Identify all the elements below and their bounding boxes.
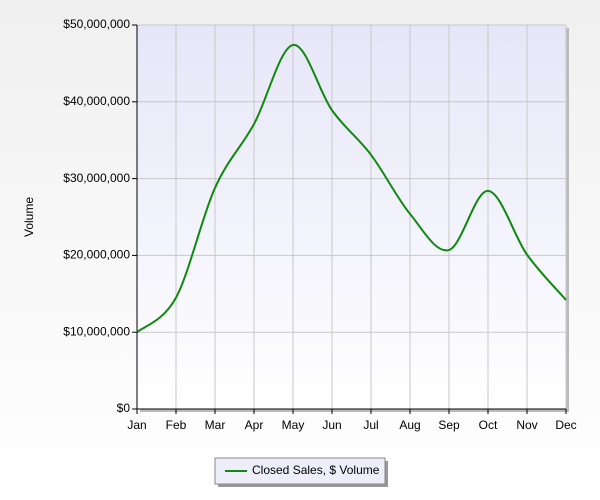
x-tick-label: Feb — [166, 418, 187, 432]
y-tick-label: $20,000,000 — [63, 248, 130, 262]
y-tick-label: $40,000,000 — [63, 94, 130, 108]
x-tick-label: Sep — [438, 418, 460, 432]
x-tick-label: Dec — [555, 418, 576, 432]
y-tick-label: $30,000,000 — [63, 171, 130, 185]
legend-box — [214, 457, 386, 485]
y-axis-label: Volume — [22, 197, 36, 237]
x-tick-label: Mar — [205, 418, 226, 432]
line-series — [136, 43, 567, 333]
x-tick-label: May — [282, 418, 305, 432]
legend-label: Closed Sales, $ Volume — [252, 463, 380, 477]
x-tick-label: Jan — [127, 418, 146, 432]
legend — [214, 457, 388, 487]
y-tick-label: $50,000,000 — [63, 17, 130, 31]
x-tick-label: Jun — [322, 418, 341, 432]
y-tick-label: $10,000,000 — [63, 324, 130, 338]
plot-area — [137, 25, 566, 409]
x-tick-label: Apr — [245, 418, 264, 432]
x-tick-label: Nov — [516, 418, 537, 432]
x-tick-label: Aug — [399, 418, 420, 432]
x-tick-label: Jul — [363, 418, 378, 432]
y-tick-label: $0 — [117, 401, 131, 415]
x-tick-label: Oct — [479, 418, 498, 432]
